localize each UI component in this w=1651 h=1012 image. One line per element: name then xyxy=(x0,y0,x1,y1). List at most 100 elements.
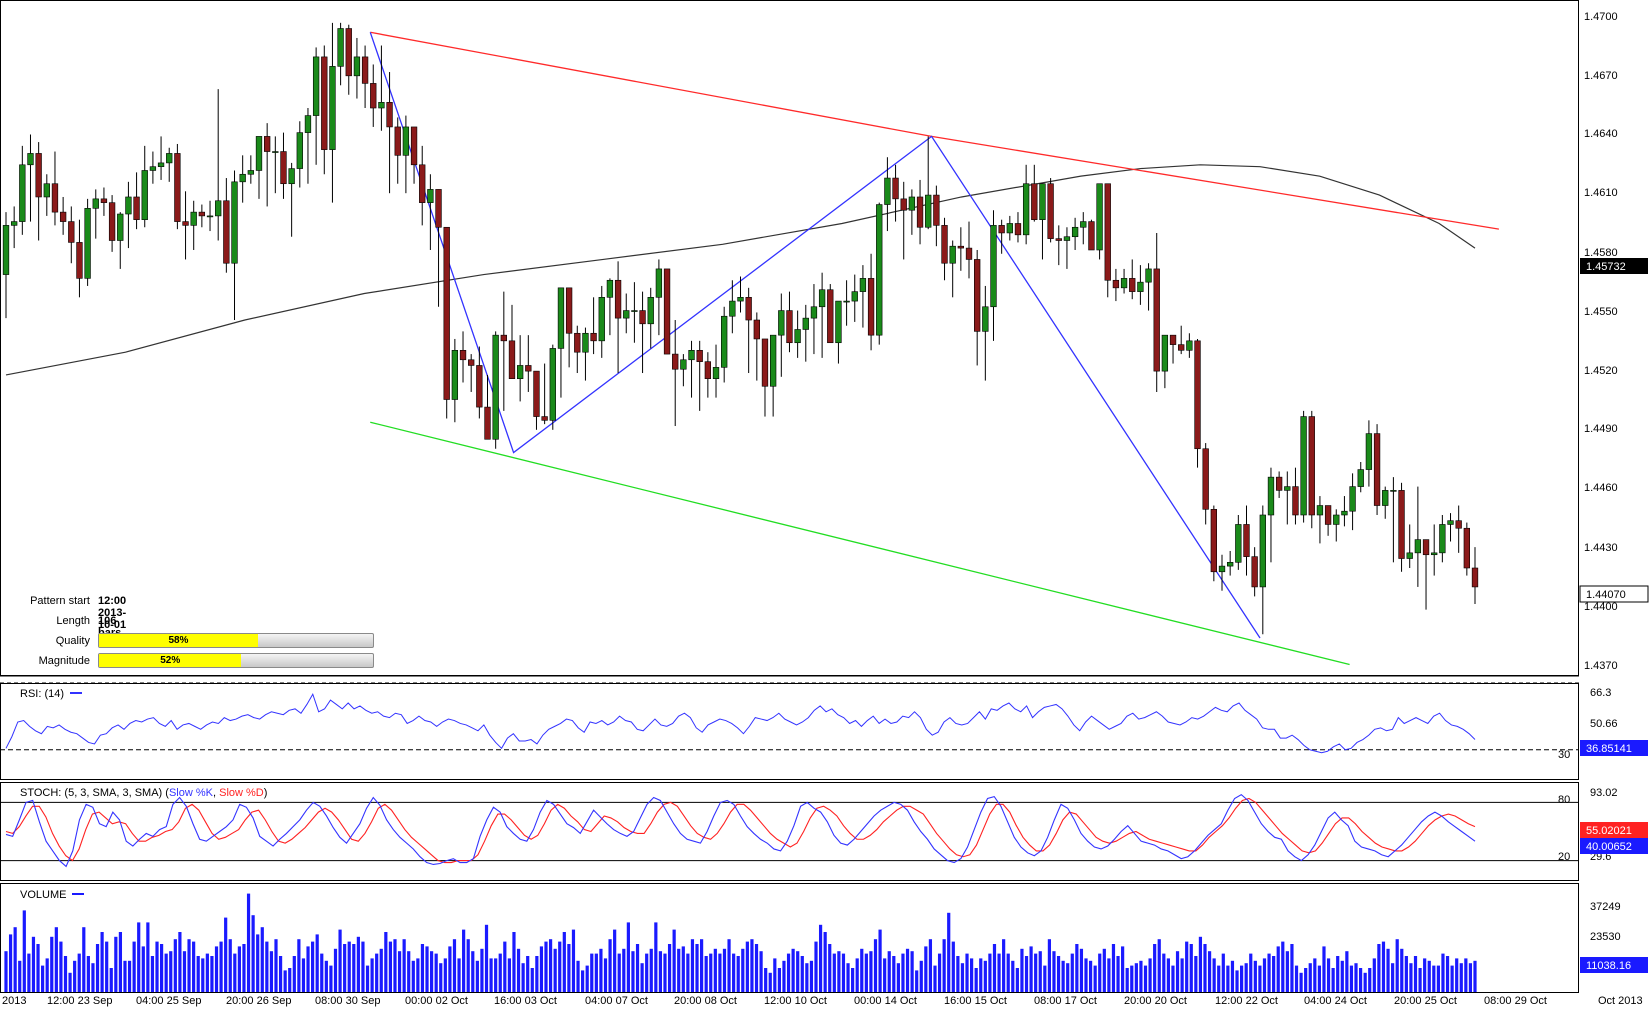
candle-body xyxy=(435,189,442,228)
volume-bar xyxy=(814,941,818,992)
volume-bar xyxy=(251,915,255,992)
volume-bar xyxy=(910,951,914,992)
volume-bar xyxy=(1070,953,1074,992)
volume-bar xyxy=(63,956,68,992)
candle-body xyxy=(1137,281,1144,292)
volume-bar xyxy=(809,960,814,992)
volume-bar xyxy=(1075,944,1079,992)
volume-bar xyxy=(429,951,434,992)
volume-bar xyxy=(1034,953,1038,992)
volume-bar xyxy=(73,960,77,992)
volume-bar xyxy=(86,956,90,992)
volume-bar xyxy=(356,936,360,992)
volume-bar xyxy=(622,948,626,992)
volume-bar xyxy=(256,934,260,992)
volume-bar xyxy=(832,953,836,992)
volume-bar xyxy=(265,941,269,992)
price-tick: 1.4400 xyxy=(1584,601,1618,613)
volume-bar xyxy=(1313,958,1317,992)
volume-bar xyxy=(137,922,141,992)
volume-bar xyxy=(704,956,708,992)
volume-value: 11038.16 xyxy=(1586,960,1631,972)
volume-bar xyxy=(750,939,754,992)
volume-bar xyxy=(384,932,388,992)
volume-bar xyxy=(1368,968,1372,992)
volume-bar xyxy=(1102,948,1106,992)
volume-bar xyxy=(1153,944,1157,992)
volume-bar xyxy=(1121,946,1125,992)
volume-bar xyxy=(603,958,608,992)
volume-bar xyxy=(1230,960,1235,992)
volume-bar xyxy=(1235,970,1239,992)
volume-bar xyxy=(407,951,411,992)
time-label: 04:00 25 Sep xyxy=(136,995,201,1007)
volume-bar xyxy=(1395,939,1399,992)
candle-body xyxy=(1071,226,1079,238)
volume-bar xyxy=(237,946,241,992)
volume-bar xyxy=(1423,958,1427,992)
price-axis: 1.4700 1.4670 1.4640 1.4610 1.4580 1.455… xyxy=(1584,11,1618,672)
volume-bar xyxy=(690,939,695,992)
time-label: 20:00 26 Sep xyxy=(226,995,291,1007)
volume-bar xyxy=(1088,960,1093,992)
volume-bar xyxy=(466,939,470,992)
volume-bar xyxy=(1198,936,1203,992)
volume-bar xyxy=(54,927,58,992)
volume-bar xyxy=(1450,965,1454,992)
candle-body xyxy=(1292,486,1299,516)
volume-bar xyxy=(361,941,365,992)
candle-body xyxy=(704,361,712,379)
volume-bar xyxy=(288,968,292,992)
volume-title: VOLUME xyxy=(20,889,66,901)
stoch-d-line xyxy=(5,797,1476,864)
candle-body xyxy=(1047,183,1054,239)
volume-bar xyxy=(1240,965,1244,992)
volume-bar xyxy=(1409,963,1413,992)
volume-bar xyxy=(1445,956,1450,992)
volume-bar xyxy=(883,958,887,992)
volume-bar xyxy=(741,948,745,992)
candle-body xyxy=(965,247,973,260)
volume-bar xyxy=(443,958,447,992)
volume-bar xyxy=(736,956,740,992)
volume-bar xyxy=(278,956,283,992)
candle-body xyxy=(459,350,467,361)
candle-body xyxy=(925,194,932,228)
volume-bar xyxy=(274,939,278,992)
volume-bar xyxy=(841,953,846,992)
candle-body xyxy=(321,56,328,150)
volume-bar xyxy=(997,953,1001,992)
candle-body xyxy=(337,28,344,67)
candle-body xyxy=(769,334,777,387)
volume-bar xyxy=(1226,965,1230,992)
volume-bar xyxy=(1468,963,1473,992)
volume-bar xyxy=(333,948,338,992)
volume-bar xyxy=(988,953,992,992)
volume-bar xyxy=(663,953,667,992)
candle-body xyxy=(443,226,450,400)
candle-body xyxy=(1333,514,1340,525)
candle-body xyxy=(386,102,393,128)
candle-body xyxy=(753,319,760,340)
volume-bar xyxy=(192,941,196,992)
candle-body xyxy=(1357,469,1364,487)
volume-bar xyxy=(388,941,393,992)
price-tick: 1.4610 xyxy=(1584,187,1618,199)
volume-bar xyxy=(114,936,118,992)
candle-body xyxy=(1390,490,1397,492)
candle-body xyxy=(255,136,263,171)
candle-body xyxy=(1267,476,1275,516)
volume-bar xyxy=(155,941,159,992)
candle-body xyxy=(810,306,818,319)
price-tick: 1.4700 xyxy=(1584,11,1618,23)
candle-body xyxy=(933,194,940,226)
candle-body xyxy=(786,310,793,344)
candle-body xyxy=(688,350,695,361)
volume-bar xyxy=(535,956,539,992)
candle-body xyxy=(1112,279,1120,289)
candle-body xyxy=(1022,183,1030,236)
volume-bar xyxy=(1029,946,1033,992)
volume-bar xyxy=(695,944,699,992)
volume-bar xyxy=(709,953,713,992)
candle-body xyxy=(818,289,826,308)
